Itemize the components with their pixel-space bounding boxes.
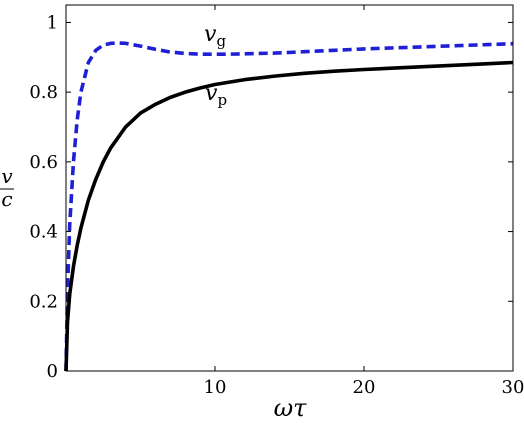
series-label-vg: vg — [204, 22, 226, 50]
series-label-vp-main: v — [205, 81, 218, 106]
plot-area — [64, 41, 514, 372]
y-tick-label: 0.8 — [29, 82, 58, 103]
y-tick-label: 1 — [47, 12, 58, 33]
y-axis-label-denominator: c — [1, 187, 12, 211]
x-tick-label: 10 — [204, 377, 227, 398]
series-line-vp — [64, 60, 514, 372]
series-line-vg — [64, 41, 514, 372]
series-label-vp: vp — [205, 81, 227, 109]
y-tick-label: 0.6 — [29, 152, 58, 173]
y-axis-label-numerator: v — [1, 164, 13, 188]
series-label-vp-sub: p — [217, 91, 227, 109]
y-tick-label: 0 — [47, 361, 58, 382]
plot-frame — [65, 4, 514, 372]
y-axis-label: v c — [0, 164, 14, 211]
x-axis-label: ωτ — [274, 394, 308, 422]
x-tick-label: 30 — [502, 377, 524, 398]
y-tick-label: 0.2 — [29, 291, 58, 312]
series-label-vg-main: v — [204, 22, 217, 47]
y-tick-label: 0.4 — [29, 222, 58, 243]
series-label-vg-sub: g — [216, 32, 226, 50]
x-tick-label: 20 — [353, 377, 376, 398]
ticks: 0 0.2 0.4 0.6 0.8 1 10 20 30 — [29, 5, 524, 398]
